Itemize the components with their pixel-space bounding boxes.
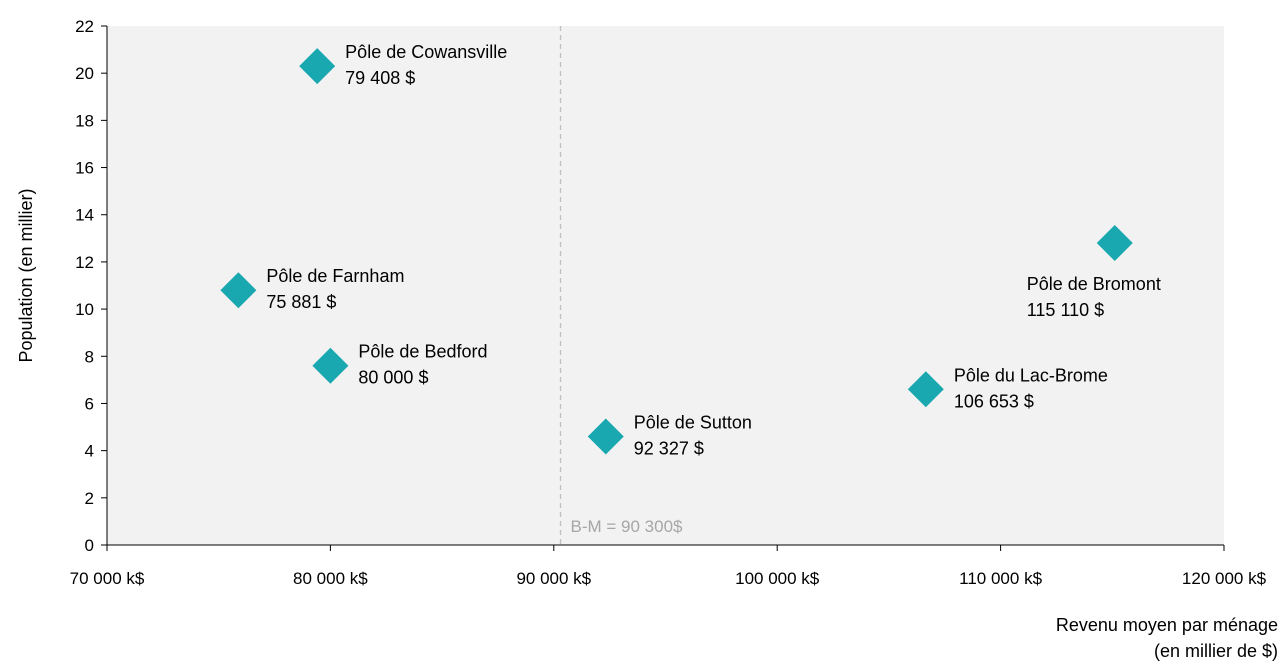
y-tick-label: 6 <box>85 394 94 413</box>
x-axis-ticks: 70 000 k$ 80 000 k$ 90 000 k$ 100 000 k$ 110… <box>70 545 1267 588</box>
point-name-label: Pôle de Sutton <box>634 412 752 432</box>
point-value-label: 75 881 $ <box>266 292 336 312</box>
y-tick-label: 2 <box>85 489 94 508</box>
y-tick-label: 8 <box>85 347 94 366</box>
y-tick-label: 0 <box>85 536 94 555</box>
point-name-label: Pôle de Bromont <box>1027 274 1161 294</box>
point-name-label: Pôle de Cowansville <box>345 42 507 62</box>
x-axis-title-line-1: Revenu moyen par ménage <box>1056 615 1278 635</box>
x-tick-label: 70 000 k$ <box>70 569 145 588</box>
point-value-label: 80 000 $ <box>358 368 428 388</box>
point-value-label: 79 408 $ <box>345 68 415 88</box>
x-tick-label: 90 000 k$ <box>516 569 591 588</box>
x-tick-label: 120 000 k$ <box>1182 569 1267 588</box>
y-tick-label: 22 <box>75 17 94 36</box>
x-tick-label: 80 000 k$ <box>293 569 368 588</box>
x-tick-label: 100 000 k$ <box>735 569 820 588</box>
reference-line-label: B-M = 90 300$ <box>571 517 684 536</box>
y-tick-label: 4 <box>85 442 94 461</box>
y-tick-label: 10 <box>75 300 94 319</box>
point-name-label: Pôle de Farnham <box>266 266 404 286</box>
point-name-label: Pôle du Lac-Brome <box>954 365 1108 385</box>
y-tick-label: 18 <box>75 111 94 130</box>
y-axis-ticks: 0 2 4 6 8 10 12 14 16 18 20 22 <box>75 17 107 555</box>
y-tick-label: 16 <box>75 159 94 178</box>
x-tick-label: 110 000 k$ <box>959 569 1042 588</box>
point-value-label: 92 327 $ <box>634 438 704 458</box>
y-tick-label: 20 <box>75 64 94 83</box>
y-axis-title: Population (en millier) <box>16 188 36 362</box>
point-name-label: Pôle de Bedford <box>358 342 487 362</box>
x-axis-title-line-2: (en millier de $) <box>1154 641 1278 661</box>
point-value-label: 115 110 $ <box>1027 300 1104 320</box>
y-tick-label: 12 <box>75 253 94 272</box>
point-value-label: 106 653 $ <box>954 391 1034 411</box>
y-tick-label: 14 <box>75 206 94 225</box>
